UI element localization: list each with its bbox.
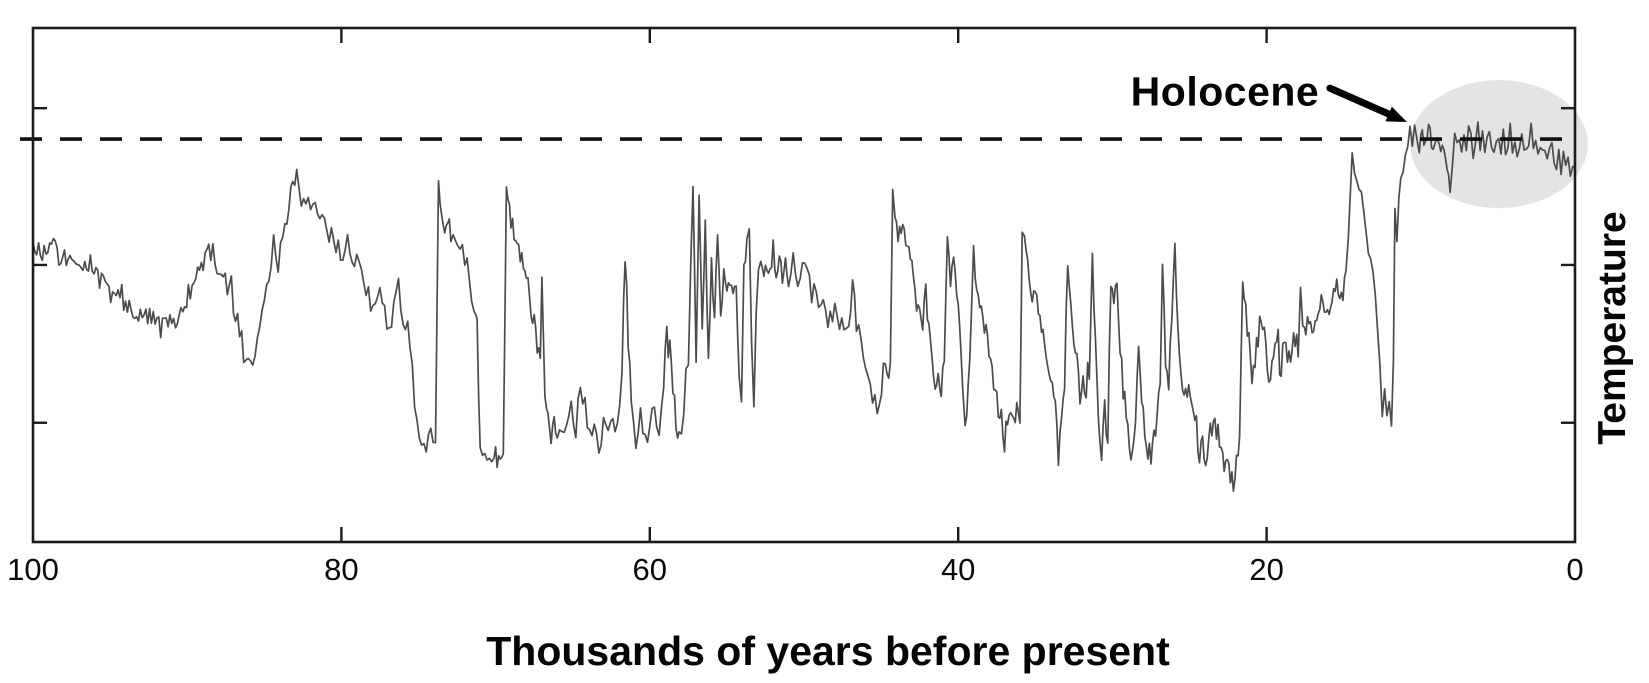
y-axis-title: Temperature	[1591, 211, 1634, 445]
x-tick-label-100: 100	[7, 552, 59, 587]
holocene-label: Holocene	[1130, 68, 1320, 115]
axis-ticks	[33, 28, 1575, 542]
x-tick-label-0: 0	[1566, 552, 1584, 587]
holocene-arrow	[1326, 84, 1407, 123]
x-tick-label-80: 80	[324, 552, 359, 587]
x-axis-title: Thousands of years before present	[486, 628, 1170, 674]
x-tick-label-20: 20	[1249, 552, 1284, 587]
temperature-series-line	[32, 121, 1576, 493]
plot-frame	[31, 26, 1577, 544]
x-tick-label-40: 40	[940, 552, 976, 587]
x-tick-label-60: 60	[632, 552, 668, 587]
